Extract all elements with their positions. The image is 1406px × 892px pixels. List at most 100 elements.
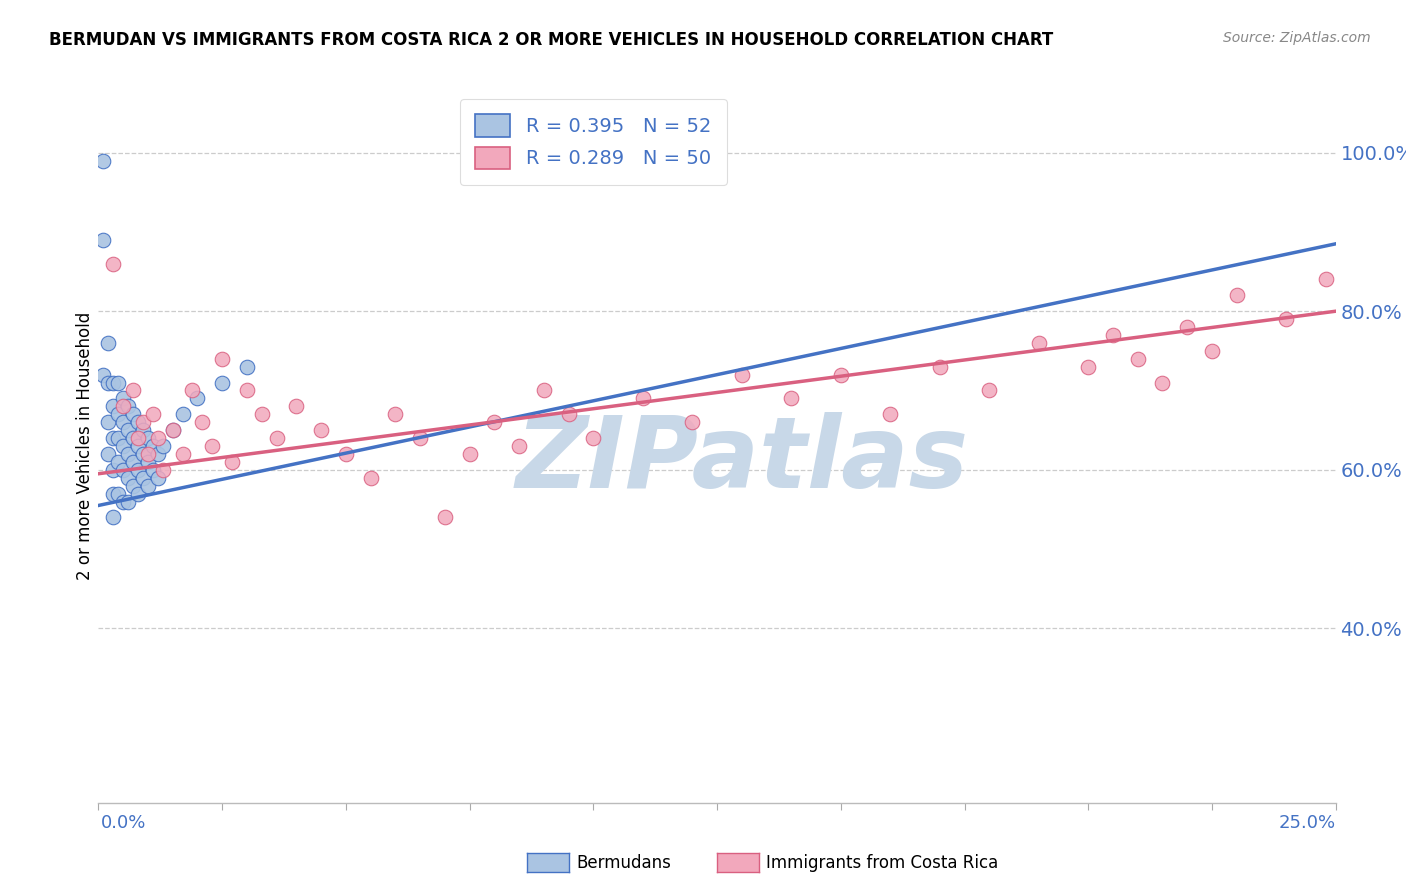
Point bbox=[136, 447, 159, 461]
Point bbox=[631, 392, 654, 406]
Point bbox=[103, 376, 125, 390]
Text: 0.0%: 0.0% bbox=[101, 814, 146, 832]
Point bbox=[132, 415, 155, 429]
Text: Bermudans: Bermudans bbox=[576, 854, 671, 871]
Point bbox=[1201, 343, 1223, 358]
Point bbox=[533, 384, 555, 398]
Point bbox=[172, 407, 194, 421]
Point bbox=[557, 407, 579, 421]
Point bbox=[1126, 351, 1149, 366]
Point bbox=[142, 463, 165, 477]
Point bbox=[409, 431, 432, 445]
Point bbox=[117, 494, 139, 508]
Point bbox=[162, 423, 184, 437]
Text: BERMUDAN VS IMMIGRANTS FROM COSTA RICA 2 OR MORE VEHICLES IN HOUSEHOLD CORRELATI: BERMUDAN VS IMMIGRANTS FROM COSTA RICA 2… bbox=[49, 31, 1053, 49]
Point bbox=[132, 471, 155, 485]
Point bbox=[107, 376, 129, 390]
Point bbox=[112, 415, 135, 429]
Point bbox=[335, 447, 357, 461]
Point bbox=[103, 463, 125, 477]
Point bbox=[458, 447, 481, 461]
Point bbox=[211, 351, 233, 366]
Y-axis label: 2 or more Vehicles in Household: 2 or more Vehicles in Household bbox=[76, 312, 94, 580]
Point bbox=[103, 486, 125, 500]
Point bbox=[117, 423, 139, 437]
Point bbox=[433, 510, 456, 524]
Point bbox=[97, 376, 120, 390]
Point bbox=[127, 486, 149, 500]
Point bbox=[250, 407, 273, 421]
Point bbox=[236, 384, 259, 398]
Text: ZIPatlas: ZIPatlas bbox=[515, 412, 969, 508]
Point bbox=[97, 447, 120, 461]
Point bbox=[112, 463, 135, 477]
Point bbox=[236, 359, 259, 374]
Text: Source: ZipAtlas.com: Source: ZipAtlas.com bbox=[1223, 31, 1371, 45]
Point bbox=[136, 478, 159, 492]
Point bbox=[136, 455, 159, 469]
Point bbox=[285, 400, 308, 414]
Point bbox=[201, 439, 224, 453]
Point bbox=[112, 439, 135, 453]
Point bbox=[122, 407, 145, 421]
Point bbox=[1275, 312, 1298, 326]
Point bbox=[93, 368, 115, 382]
Point bbox=[146, 471, 169, 485]
Point bbox=[1226, 288, 1249, 302]
Point bbox=[211, 376, 233, 390]
Point bbox=[360, 471, 382, 485]
Point bbox=[112, 392, 135, 406]
Point bbox=[112, 400, 135, 414]
Point bbox=[117, 400, 139, 414]
Point bbox=[681, 415, 703, 429]
Point bbox=[122, 431, 145, 445]
Point bbox=[132, 447, 155, 461]
Point bbox=[127, 463, 149, 477]
Point bbox=[107, 486, 129, 500]
Point bbox=[127, 415, 149, 429]
Point bbox=[103, 431, 125, 445]
Point bbox=[1175, 320, 1198, 334]
Point bbox=[266, 431, 288, 445]
Legend: R = 0.395   N = 52, R = 0.289   N = 50: R = 0.395 N = 52, R = 0.289 N = 50 bbox=[460, 99, 727, 185]
Point bbox=[122, 384, 145, 398]
Point bbox=[484, 415, 506, 429]
Text: Immigrants from Costa Rica: Immigrants from Costa Rica bbox=[766, 854, 998, 871]
Point bbox=[384, 407, 406, 421]
Point bbox=[221, 455, 243, 469]
Point bbox=[103, 400, 125, 414]
Point bbox=[107, 407, 129, 421]
Point bbox=[508, 439, 530, 453]
Point bbox=[731, 368, 754, 382]
Point bbox=[152, 439, 174, 453]
Point bbox=[181, 384, 204, 398]
Point bbox=[1077, 359, 1099, 374]
Point bbox=[1152, 376, 1174, 390]
Point bbox=[780, 392, 803, 406]
Point bbox=[152, 463, 174, 477]
Point bbox=[122, 455, 145, 469]
Point bbox=[93, 233, 115, 247]
Point bbox=[879, 407, 901, 421]
Point bbox=[172, 447, 194, 461]
Point bbox=[117, 447, 139, 461]
Text: 25.0%: 25.0% bbox=[1278, 814, 1336, 832]
Point bbox=[136, 431, 159, 445]
Point bbox=[112, 494, 135, 508]
Point bbox=[191, 415, 214, 429]
Point bbox=[146, 431, 169, 445]
Point bbox=[127, 439, 149, 453]
Point bbox=[103, 510, 125, 524]
Point bbox=[103, 257, 125, 271]
Point bbox=[122, 478, 145, 492]
Point bbox=[107, 455, 129, 469]
Point bbox=[830, 368, 852, 382]
Point bbox=[186, 392, 208, 406]
Point bbox=[928, 359, 950, 374]
Point bbox=[1102, 328, 1125, 343]
Point bbox=[132, 423, 155, 437]
Point bbox=[97, 415, 120, 429]
Point bbox=[309, 423, 332, 437]
Point bbox=[979, 384, 1001, 398]
Point bbox=[93, 153, 115, 168]
